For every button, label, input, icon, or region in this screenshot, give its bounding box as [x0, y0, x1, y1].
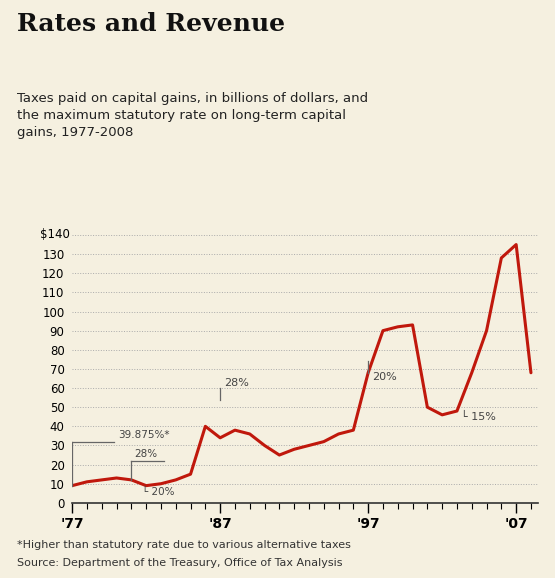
Text: 28%: 28%	[225, 378, 249, 388]
Text: Taxes paid on capital gains, in billions of dollars, and
the maximum statutory r: Taxes paid on capital gains, in billions…	[17, 92, 368, 139]
Text: 39.875%*: 39.875%*	[118, 429, 169, 440]
Text: *Higher than statutory rate due to various alternative taxes: *Higher than statutory rate due to vario…	[17, 540, 351, 550]
Text: └ 15%: └ 15%	[461, 413, 496, 423]
Text: 20%: 20%	[372, 372, 397, 382]
Text: 28%: 28%	[134, 449, 158, 459]
Text: Rates and Revenue: Rates and Revenue	[17, 12, 285, 36]
Text: Source: Department of the Treasury, Office of Tax Analysis: Source: Department of the Treasury, Offi…	[17, 558, 342, 568]
Text: └ 20%: └ 20%	[142, 487, 174, 497]
Text: $140: $140	[40, 228, 70, 242]
